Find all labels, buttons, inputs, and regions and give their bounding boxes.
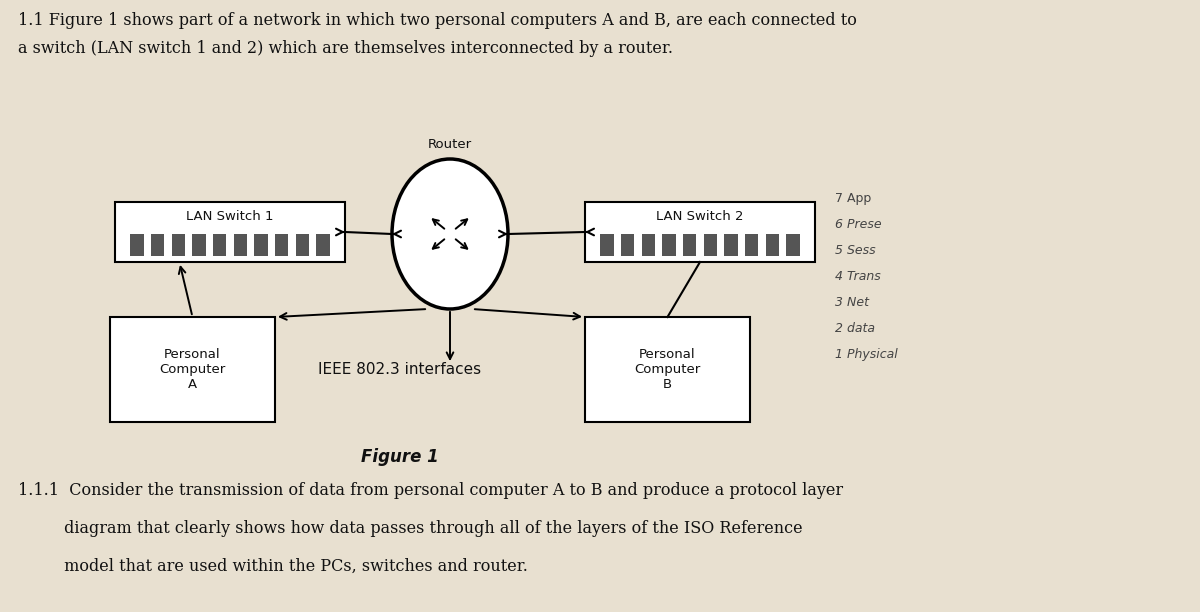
Bar — [275, 234, 288, 256]
Text: diagram that clearly shows how data passes through all of the layers of the ISO : diagram that clearly shows how data pass… — [18, 520, 803, 537]
Text: Router: Router — [428, 138, 472, 151]
Bar — [683, 234, 696, 256]
Bar — [703, 234, 718, 256]
Bar — [586, 202, 815, 262]
Bar — [131, 234, 144, 256]
Text: 5 Sess: 5 Sess — [835, 244, 876, 257]
Bar — [620, 234, 635, 256]
Bar — [192, 234, 205, 256]
Text: IEEE 802.3 interfaces: IEEE 802.3 interfaces — [318, 362, 481, 378]
Bar — [725, 234, 738, 256]
Text: model that are used within the PCs, switches and router.: model that are used within the PCs, swit… — [18, 558, 528, 575]
Text: a switch (LAN switch 1 and 2) which are themselves interconnected by a router.: a switch (LAN switch 1 and 2) which are … — [18, 40, 673, 57]
Text: 3 Net: 3 Net — [835, 296, 869, 309]
Bar — [642, 234, 655, 256]
Text: 4 Trans: 4 Trans — [835, 270, 881, 283]
Bar — [254, 234, 268, 256]
Bar — [317, 234, 330, 256]
Bar — [295, 234, 310, 256]
Text: 1.1 Figure 1 shows part of a network in which two personal computers A and B, ar: 1.1 Figure 1 shows part of a network in … — [18, 12, 857, 29]
Text: 7 App: 7 App — [835, 192, 871, 205]
Bar — [110, 317, 275, 422]
Bar — [172, 234, 185, 256]
Text: LAN Switch 1: LAN Switch 1 — [186, 209, 274, 223]
Bar — [786, 234, 799, 256]
Text: 6 Prese: 6 Prese — [835, 218, 882, 231]
Text: LAN Switch 2: LAN Switch 2 — [656, 209, 744, 223]
Bar — [766, 234, 779, 256]
Bar — [234, 234, 247, 256]
Text: Figure 1: Figure 1 — [361, 448, 439, 466]
Bar — [151, 234, 164, 256]
Text: Personal
Computer
B: Personal Computer B — [635, 348, 701, 391]
Text: Personal
Computer
A: Personal Computer A — [160, 348, 226, 391]
Bar — [586, 317, 750, 422]
Bar — [745, 234, 758, 256]
Bar — [212, 234, 227, 256]
Text: 1 Physical: 1 Physical — [835, 348, 898, 361]
Bar — [115, 202, 346, 262]
Text: 2 data: 2 data — [835, 322, 875, 335]
Text: 1.1.1  Consider the transmission of data from personal computer A to B and produ: 1.1.1 Consider the transmission of data … — [18, 482, 844, 499]
Bar — [600, 234, 613, 256]
Bar — [662, 234, 676, 256]
Ellipse shape — [392, 159, 508, 309]
